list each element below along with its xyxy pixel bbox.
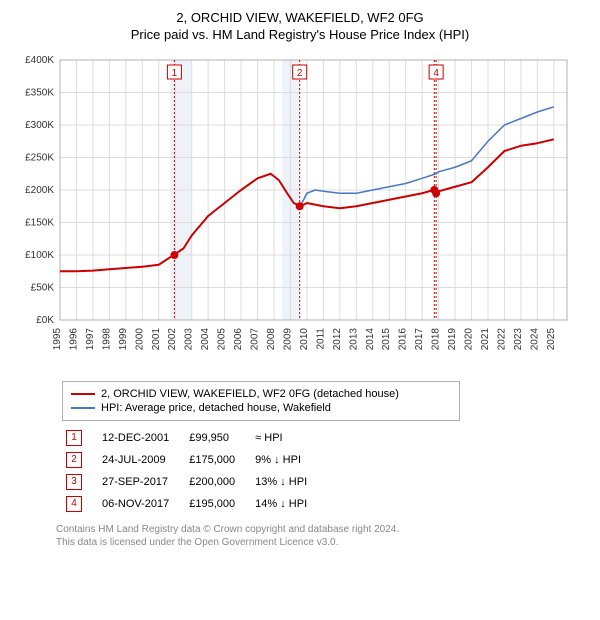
x-tick-label: 1997 xyxy=(85,328,96,351)
x-tick-label: 2001 xyxy=(151,328,162,351)
sale-badge-number: 2 xyxy=(297,68,303,79)
x-tick-label: 2022 xyxy=(496,328,507,351)
sale-badge-number: 4 xyxy=(433,68,439,79)
table-row: 3 27-SEP-2017£200,00013% ↓ HPI xyxy=(56,471,317,493)
x-tick-label: 2015 xyxy=(381,328,392,351)
x-tick-label: 2013 xyxy=(348,328,359,351)
legend-label: 2, ORCHID VIEW, WAKEFIELD, WF2 0FG (deta… xyxy=(101,388,399,400)
sale-dot xyxy=(296,202,304,210)
sale-date: 27-SEP-2017 xyxy=(92,471,179,493)
footnote: Contains HM Land Registry data © Crown c… xyxy=(56,523,588,549)
sale-badge: 2 xyxy=(66,452,82,468)
legend-swatch xyxy=(71,407,95,409)
y-tick-label: £200K xyxy=(25,185,54,196)
sale-price: £200,000 xyxy=(179,471,245,493)
x-tick-label: 2010 xyxy=(299,328,310,351)
sale-badge: 4 xyxy=(66,496,82,512)
y-tick-label: £50K xyxy=(31,283,55,294)
x-tick-label: 2002 xyxy=(167,328,178,351)
x-tick-label: 2011 xyxy=(315,328,326,350)
sale-badge-number: 1 xyxy=(172,68,178,79)
sale-note: 14% ↓ HPI xyxy=(245,493,317,515)
x-tick-label: 1999 xyxy=(118,328,129,351)
x-tick-label: 2021 xyxy=(480,328,491,351)
legend-swatch xyxy=(71,393,95,395)
sale-badge: 1 xyxy=(66,430,82,446)
sale-dot xyxy=(432,189,440,197)
chart-area: £0K £50K £100K £150K £200K £250K £300K £350K £40… xyxy=(12,50,588,375)
sale-note: 13% ↓ HPI xyxy=(245,471,317,493)
x-tick-label: 2009 xyxy=(282,328,293,351)
x-tick-label: 1995 xyxy=(52,328,63,351)
sales-table: 1 12-DEC-2001£99,950≈ HPI 2 24-JUL-2009£175… xyxy=(56,427,317,515)
x-tick-label: 2014 xyxy=(365,328,376,351)
legend-label: HPI: Average price, detached house, Wake… xyxy=(101,402,331,414)
y-tick-label: £300K xyxy=(25,120,54,131)
sale-badge: 3 xyxy=(66,474,82,490)
x-tick-label: 2018 xyxy=(431,328,442,351)
page-root: 2, ORCHID VIEW, WAKEFIELD, WF2 0FG Price… xyxy=(0,0,600,557)
page-subtitle: Price paid vs. HM Land Registry's House … xyxy=(12,27,588,42)
x-tick-label: 2019 xyxy=(447,328,458,351)
x-tick-label: 2008 xyxy=(266,328,277,351)
x-tick-label: 2025 xyxy=(546,328,557,351)
x-tick-label: 2024 xyxy=(529,328,540,351)
legend-row: HPI: Average price, detached house, Wake… xyxy=(71,402,451,414)
table-row: 2 24-JUL-2009£175,0009% ↓ HPI xyxy=(56,449,317,471)
page-title: 2, ORCHID VIEW, WAKEFIELD, WF2 0FG xyxy=(12,10,588,25)
x-tick-label: 1996 xyxy=(68,328,79,351)
y-tick-label: £400K xyxy=(25,55,54,66)
sale-price: £99,950 xyxy=(179,427,245,449)
x-tick-label: 2012 xyxy=(332,328,343,351)
legend-row: 2, ORCHID VIEW, WAKEFIELD, WF2 0FG (deta… xyxy=(71,388,451,400)
table-row: 4 06-NOV-2017£195,00014% ↓ HPI xyxy=(56,493,317,515)
x-tick-label: 2003 xyxy=(184,328,195,351)
sale-dot xyxy=(170,251,178,259)
footnote-line: This data is licensed under the Open Gov… xyxy=(56,536,588,549)
table-row: 1 12-DEC-2001£99,950≈ HPI xyxy=(56,427,317,449)
x-tick-label: 2020 xyxy=(464,328,475,351)
x-tick-label: 2023 xyxy=(513,328,524,351)
y-tick-label: £0K xyxy=(36,315,54,326)
y-tick-label: £250K xyxy=(25,153,54,164)
footnote-line: Contains HM Land Registry data © Crown c… xyxy=(56,523,588,536)
legend: 2, ORCHID VIEW, WAKEFIELD, WF2 0FG (deta… xyxy=(62,381,460,421)
x-tick-label: 2000 xyxy=(134,328,145,351)
sale-price: £175,000 xyxy=(179,449,245,471)
y-tick-label: £100K xyxy=(25,250,54,261)
sale-price: £195,000 xyxy=(179,493,245,515)
sale-date: 24-JUL-2009 xyxy=(92,449,179,471)
x-tick-label: 1998 xyxy=(101,328,112,351)
x-tick-label: 2007 xyxy=(250,328,261,351)
y-tick-label: £150K xyxy=(25,218,54,229)
sale-note: ≈ HPI xyxy=(245,427,317,449)
x-tick-label: 2017 xyxy=(414,328,425,351)
y-tick-label: £350K xyxy=(25,88,54,99)
sale-note: 9% ↓ HPI xyxy=(245,449,317,471)
x-tick-label: 2006 xyxy=(233,328,244,351)
sale-date: 06-NOV-2017 xyxy=(92,493,179,515)
sale-date: 12-DEC-2001 xyxy=(92,427,179,449)
price-chart: £0K £50K £100K £150K £200K £250K £300K £350K £40… xyxy=(12,50,572,370)
x-tick-label: 2016 xyxy=(398,328,409,351)
x-tick-label: 2005 xyxy=(217,328,228,351)
x-tick-label: 2004 xyxy=(200,328,211,351)
